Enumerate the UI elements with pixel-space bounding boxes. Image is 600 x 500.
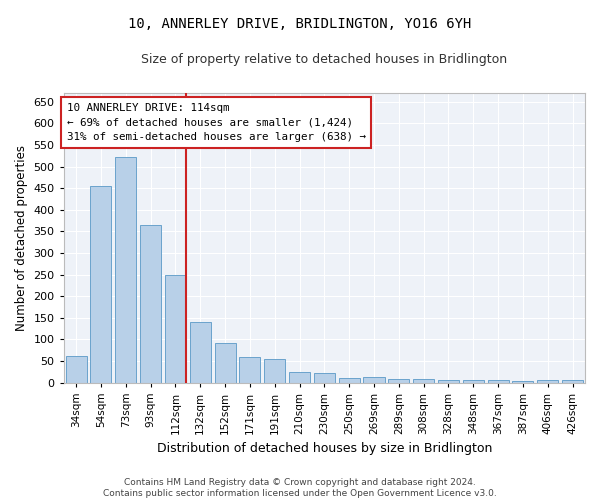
Y-axis label: Number of detached properties: Number of detached properties: [15, 145, 28, 331]
Text: Contains HM Land Registry data © Crown copyright and database right 2024.
Contai: Contains HM Land Registry data © Crown c…: [103, 478, 497, 498]
Bar: [215, 343, 236, 382]
Bar: [562, 380, 583, 382]
Bar: [165, 276, 186, 382]
Bar: [338, 378, 360, 382]
Title: Size of property relative to detached houses in Bridlington: Size of property relative to detached ho…: [141, 52, 508, 66]
X-axis label: Distribution of detached houses by size in Bridlington: Distribution of detached houses by size …: [157, 442, 492, 455]
Bar: [190, 322, 211, 382]
Bar: [537, 380, 559, 382]
Bar: [264, 359, 285, 382]
Bar: [512, 381, 533, 382]
Bar: [463, 380, 484, 382]
Bar: [438, 380, 459, 382]
Bar: [413, 380, 434, 382]
Bar: [115, 157, 136, 382]
Bar: [364, 378, 385, 382]
Bar: [239, 357, 260, 382]
Bar: [91, 186, 112, 382]
Bar: [289, 372, 310, 382]
Bar: [65, 356, 86, 382]
Text: 10, ANNERLEY DRIVE, BRIDLINGTON, YO16 6YH: 10, ANNERLEY DRIVE, BRIDLINGTON, YO16 6Y…: [128, 18, 472, 32]
Bar: [488, 380, 509, 382]
Bar: [388, 380, 409, 382]
Bar: [140, 225, 161, 382]
Text: 10 ANNERLEY DRIVE: 114sqm
← 69% of detached houses are smaller (1,424)
31% of se: 10 ANNERLEY DRIVE: 114sqm ← 69% of detac…: [67, 102, 365, 142]
Bar: [314, 373, 335, 382]
